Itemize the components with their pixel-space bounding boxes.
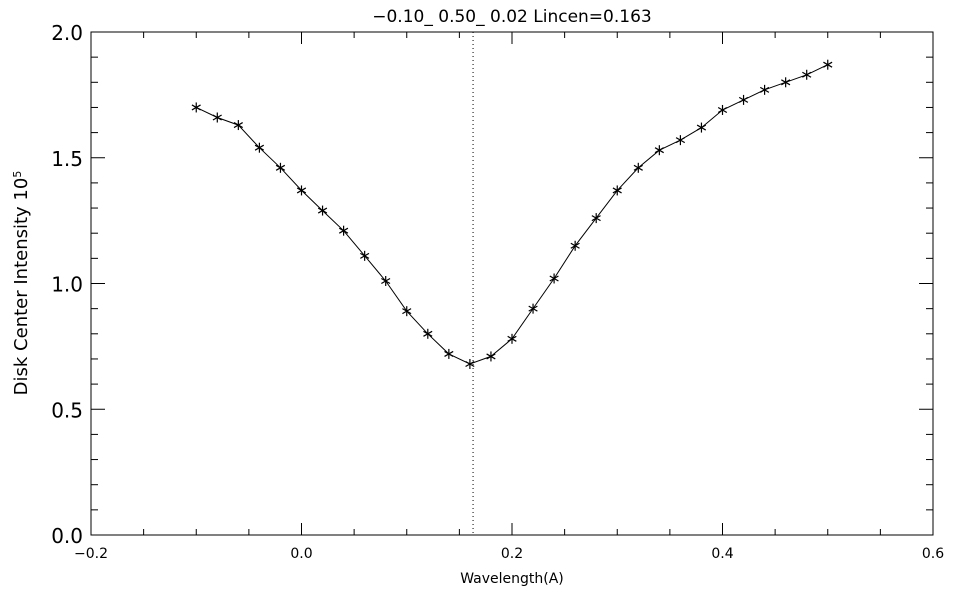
data-point-asterisk (528, 303, 538, 314)
data-point-asterisk (275, 162, 286, 173)
asterisk-stroke (570, 242, 580, 249)
data-point-asterisk (423, 328, 433, 339)
data-point-asterisk (759, 84, 770, 95)
asterisk-stroke (612, 187, 622, 194)
asterisk-stroke (507, 335, 517, 342)
asterisk-stroke (781, 79, 791, 86)
y-tick-label: 0.0 (51, 524, 83, 548)
y-tick-label: 2.0 (51, 21, 83, 45)
asterisk-stroke (528, 305, 538, 312)
data-point-asterisk (191, 102, 201, 113)
asterisk-stroke (191, 104, 201, 111)
data-point-asterisk (802, 69, 812, 80)
asterisk-stroke (423, 330, 433, 337)
x-tick-label: 0.2 (501, 546, 523, 562)
series-line (196, 64, 828, 365)
data-point-asterisk (507, 333, 517, 344)
x-tick-label: 0.4 (711, 546, 733, 562)
data-point-asterisk (444, 348, 454, 359)
y-tick-label: 1.0 (51, 273, 83, 297)
asterisk-stroke (802, 71, 812, 78)
asterisk-stroke (233, 122, 243, 129)
y-axis-label-text: Disk Center Intensity 10 (11, 178, 32, 396)
asterisk-stroke (381, 277, 391, 285)
data-point-asterisk (381, 275, 391, 286)
x-tick-label: 0.0 (290, 546, 312, 562)
x-tick-label: 0.6 (922, 546, 944, 562)
data-point-asterisk (612, 185, 622, 196)
data-points (191, 59, 833, 369)
y-axis-label-exponent: 5 (11, 171, 24, 178)
asterisk-stroke (486, 353, 496, 360)
data-point-asterisk (823, 59, 833, 70)
asterisk-stroke (338, 227, 349, 234)
asterisk-stroke (633, 164, 643, 171)
x-axis-label: Wavelength(A) (460, 571, 564, 587)
asterisk-stroke (759, 86, 770, 93)
data-point-asterisk (675, 135, 686, 146)
plot-frame (90, 31, 934, 536)
data-point-asterisk (254, 142, 265, 153)
data-point-asterisk (317, 205, 328, 216)
y-tick-label: 0.5 (51, 398, 83, 422)
data-point-asterisk (633, 162, 643, 173)
asterisk-stroke (317, 207, 328, 214)
asterisk-stroke (738, 96, 749, 103)
axis-ticks (90, 31, 934, 536)
asterisk-stroke (254, 144, 265, 151)
asterisk-stroke (654, 147, 664, 154)
asterisk-stroke (275, 164, 286, 171)
asterisk-stroke (444, 350, 454, 357)
asterisk-stroke (717, 106, 728, 113)
data-point-asterisk (591, 213, 601, 224)
data-point-asterisk (338, 225, 349, 236)
data-point-asterisk (296, 185, 307, 196)
data-point-asterisk (570, 240, 580, 251)
data-point-asterisk (696, 122, 707, 133)
data-point-asterisk (212, 112, 222, 123)
data-point-asterisk (738, 94, 749, 105)
asterisk-stroke (465, 360, 475, 367)
y-tick-label: 1.5 (51, 147, 83, 171)
data-point-asterisk (402, 306, 412, 317)
x-tick-label: −0.2 (74, 546, 108, 562)
axis-tick-labels: −0.2 0.0 0.2 0.4 0.60.00.51.01.52.0 (51, 21, 944, 562)
chart-title: −0.10_ 0.50_ 0.02 Lincen=0.163 (372, 7, 651, 27)
data-point-asterisk (654, 145, 664, 156)
asterisk-stroke (675, 137, 686, 144)
data-point-asterisk (233, 120, 243, 131)
data-point-asterisk (465, 358, 475, 369)
asterisk-stroke (402, 308, 412, 315)
data-point-asterisk (781, 77, 791, 88)
asterisk-stroke (549, 275, 559, 282)
data-point-asterisk (360, 250, 370, 261)
asterisk-stroke (591, 215, 601, 222)
data-point-asterisk (717, 104, 728, 115)
asterisk-stroke (823, 61, 833, 68)
asterisk-stroke (296, 187, 307, 194)
data-point-asterisk (549, 273, 559, 284)
asterisk-stroke (212, 114, 222, 121)
data-point-asterisk (486, 351, 496, 362)
asterisk-stroke (696, 124, 707, 131)
y-axis-label: Disk Center Intensity 105 (11, 171, 33, 396)
asterisk-stroke (360, 252, 370, 259)
